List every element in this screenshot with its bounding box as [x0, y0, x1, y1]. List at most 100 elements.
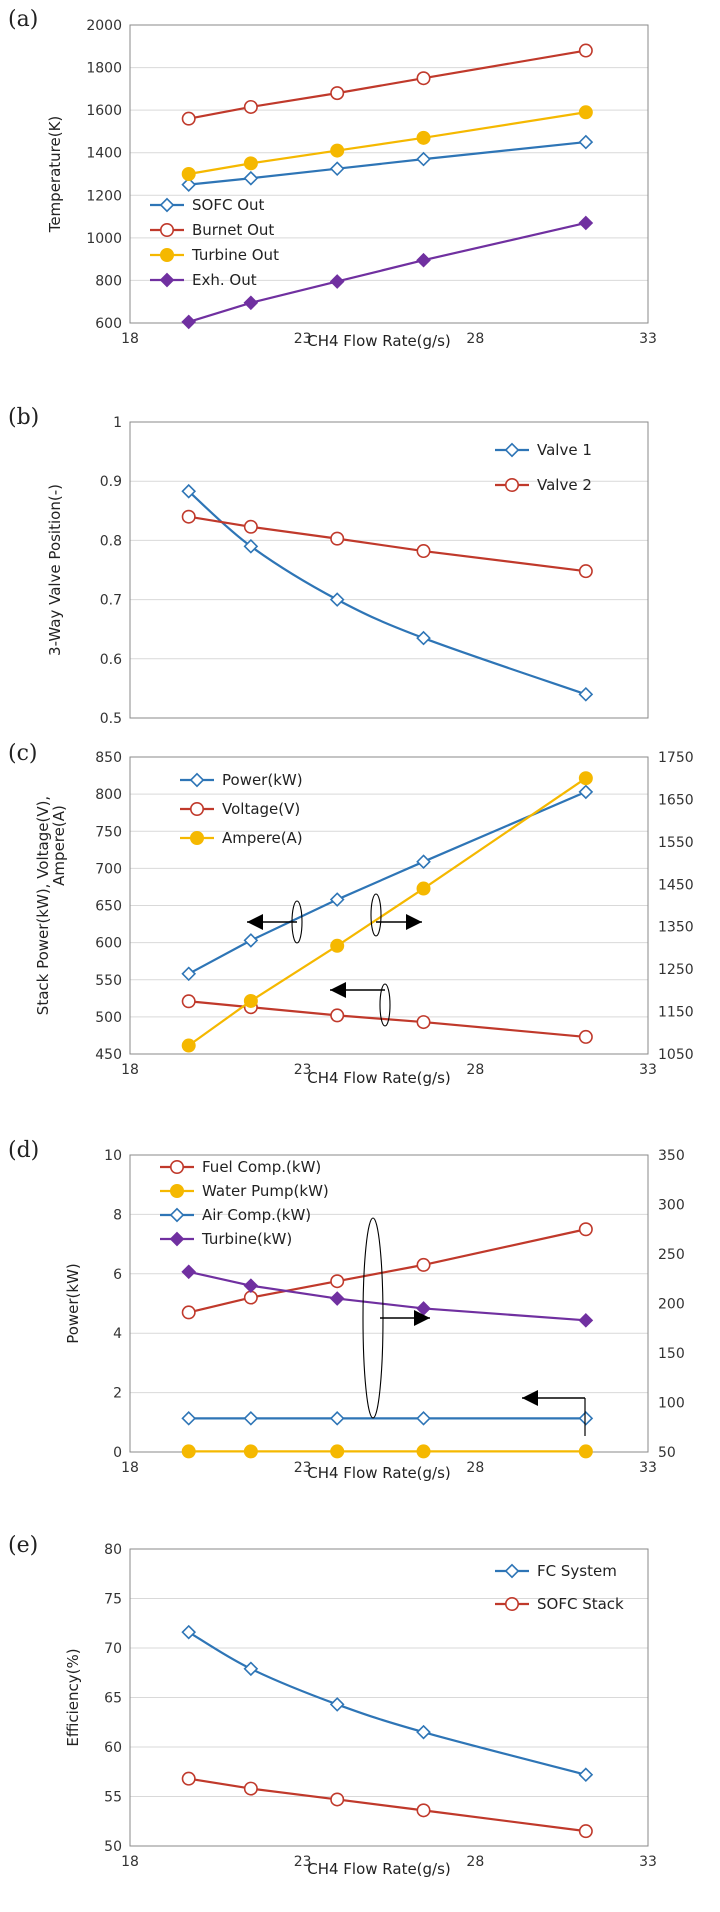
x-tick-label: 28	[466, 331, 484, 347]
legend-entry: FC System	[495, 1562, 617, 1580]
data-point	[416, 1015, 431, 1030]
arrow-left-axis-head	[522, 1390, 538, 1406]
data-point	[578, 215, 594, 231]
data-point	[578, 771, 593, 786]
data-point	[578, 784, 594, 800]
legend-label: SOFC Out	[192, 196, 265, 214]
data-point	[578, 564, 593, 579]
y-tick-label: 50	[104, 1839, 122, 1855]
data-point	[330, 531, 345, 546]
data-point	[330, 1008, 345, 1023]
series-ampere-a	[181, 771, 593, 1053]
data-point	[243, 1661, 259, 1677]
data-point	[330, 1274, 345, 1289]
legend-entry: Burnet Out	[150, 221, 274, 239]
data-point	[181, 111, 196, 126]
y-tick-label: 800	[95, 273, 122, 289]
data-point	[578, 1312, 594, 1328]
data-point	[329, 1411, 345, 1426]
legend-entry: Water Pump(kW)	[160, 1182, 329, 1200]
y-tick-label: 1800	[86, 61, 122, 77]
y-tick-label: 6	[113, 1267, 122, 1283]
y-tick-label: 0.6	[100, 652, 122, 668]
data-point	[416, 630, 431, 646]
data-point	[416, 252, 431, 268]
data-point	[243, 295, 259, 311]
data-point	[181, 177, 197, 192]
x-tick-label: 28	[466, 1460, 484, 1476]
y-tick-label: 0	[113, 1445, 122, 1461]
y-tick-label: 550	[95, 973, 122, 989]
data-point	[416, 1301, 431, 1316]
data-point	[330, 1444, 345, 1459]
series-fc-system	[181, 1624, 594, 1783]
y-tick-label: 1600	[86, 103, 122, 119]
y2-tick-label: 1350	[658, 920, 694, 936]
legend-entry: Air Comp.(kW)	[160, 1206, 311, 1224]
y2-tick-label: 200	[658, 1297, 685, 1313]
chart-panel-d: (d) 0 2 4 6 8 10 50 100 150 200 250 300 350 18 23 28 33 CH…	[8, 1138, 685, 1482]
data-point	[578, 105, 593, 120]
y-axis-title: Efficiency(%)	[64, 1648, 82, 1746]
panel-label: (c)	[8, 741, 38, 766]
y-tick-label: 55	[104, 1790, 122, 1806]
legend-label: Air Comp.(kW)	[202, 1206, 311, 1224]
data-point	[243, 1781, 258, 1796]
legend-label: Exh. Out	[192, 271, 257, 289]
data-point	[578, 1824, 593, 1839]
data-point	[243, 1444, 258, 1459]
data-point	[243, 519, 258, 534]
y-tick-label: 1400	[86, 146, 122, 162]
data-point	[416, 130, 431, 145]
data-point	[416, 71, 431, 86]
legend-marker	[170, 1184, 185, 1199]
data-point	[329, 1291, 345, 1306]
legend-label: Ampere(A)	[222, 829, 303, 847]
legend-marker	[504, 1563, 520, 1579]
data-point	[243, 170, 259, 186]
plot-area	[129, 421, 649, 719]
y-tick-label: 750	[95, 824, 122, 840]
data-point	[416, 1444, 431, 1459]
y-tick-label: 80	[104, 1542, 122, 1558]
x-tick-label: 18	[121, 1854, 139, 1870]
y-tick-label: 600	[95, 316, 122, 332]
y-tick-label: 2000	[86, 18, 122, 34]
x-tick-label: 18	[121, 1460, 139, 1476]
legend-marker	[160, 248, 175, 263]
annotation-ellipse	[379, 983, 391, 1027]
data-point	[416, 881, 431, 896]
arrow-left-axis-head	[330, 982, 346, 998]
x-tick-label: 23	[294, 331, 312, 347]
data-point	[416, 544, 431, 559]
series-turbine-out	[181, 105, 593, 182]
x-tick-label: 23	[294, 1460, 312, 1476]
y-tick-label: 1000	[86, 231, 122, 247]
series-sofc-stack	[181, 1771, 593, 1839]
y2-tick-label: 1450	[658, 877, 694, 893]
data-point	[330, 1792, 345, 1807]
data-point	[329, 592, 345, 607]
data-point	[578, 1222, 593, 1237]
y2-tick-label: 350	[658, 1148, 685, 1164]
x-axis-title: CH4 Flow Rate(g/s)	[307, 1860, 451, 1878]
legend-entry: Turbine(kW)	[160, 1230, 292, 1248]
series-power-kw	[181, 784, 594, 982]
legend-entry: Fuel Comp.(kW)	[160, 1158, 321, 1176]
data-point	[329, 1697, 345, 1712]
series-voltage-v	[181, 994, 593, 1044]
arrow-right-axis-head	[406, 914, 422, 930]
legend-entry: Ampere(A)	[180, 829, 303, 847]
y2-tick-label: 1150	[658, 1005, 694, 1021]
y-tick-label: 60	[104, 1740, 122, 1756]
data-point	[416, 1411, 431, 1426]
y2-tick-label: 1550	[658, 835, 694, 851]
x-tick-label: 33	[639, 1062, 657, 1078]
data-point	[181, 966, 197, 982]
data-point	[578, 1411, 594, 1426]
y2-tick-label: 50	[658, 1445, 676, 1461]
y-tick-label: 8	[113, 1207, 122, 1223]
panel-label: (a)	[8, 7, 38, 32]
x-tick-label: 23	[294, 1062, 312, 1078]
legend-marker	[159, 197, 175, 213]
